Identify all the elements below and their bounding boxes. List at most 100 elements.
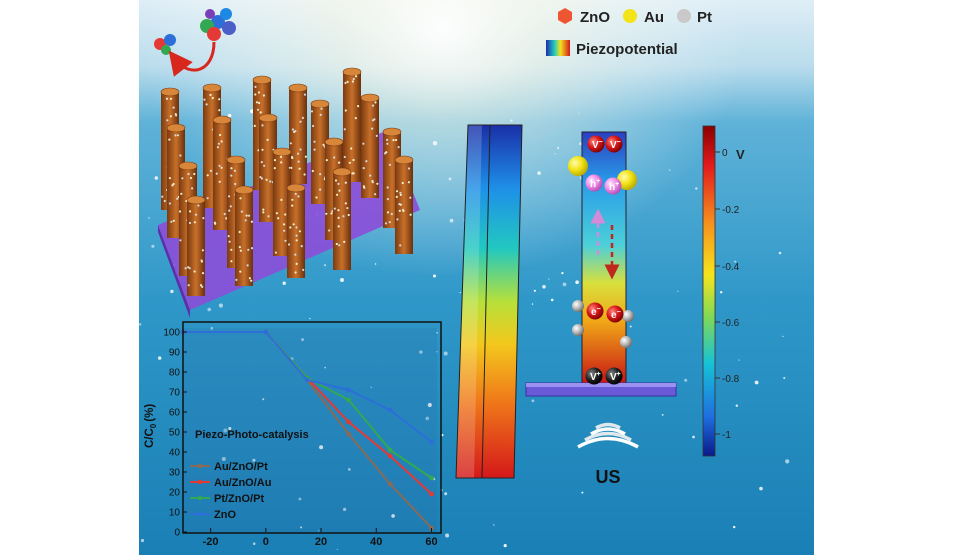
sparkle: [459, 291, 461, 294]
sparkle: [533, 289, 537, 292]
colorbar-ticks: 0 -0.2 -0.4 -0.6 -0.8 -1: [715, 148, 740, 441]
sparkle: [227, 113, 232, 118]
data-point: [429, 439, 434, 445]
sparkle: [425, 416, 430, 421]
data-point: [346, 431, 352, 437]
x-tick-label: 40: [370, 536, 382, 548]
data-point: [346, 387, 352, 393]
us-label: US: [595, 467, 620, 487]
svg-text:V+: V+: [610, 371, 621, 383]
sparkle: [554, 153, 556, 155]
sparkle: [537, 171, 541, 175]
sparkle: [720, 291, 723, 294]
sparkle: [318, 530, 320, 532]
sparkle: [542, 285, 546, 289]
zno-nanorod: [394, 155, 414, 254]
zno-nanorod: [286, 183, 306, 278]
series-zno: [180, 329, 434, 445]
legend-label: ZnO: [214, 509, 236, 521]
sparkle: [301, 338, 305, 342]
legend-label: Au/ZnO/Au: [214, 477, 271, 489]
data-point: [304, 377, 310, 383]
zno-nanorod: [234, 185, 254, 286]
sparkle: [661, 414, 664, 416]
legend-label: Au/ZnO/Pt: [214, 461, 268, 473]
pt-particle: [572, 324, 584, 336]
vacancy-top: V−: [605, 135, 623, 153]
sparkle: [579, 142, 582, 146]
vacancy-bottom: V+: [605, 367, 623, 385]
nanorod-array: [158, 67, 420, 318]
molecule-icons: [154, 8, 236, 77]
hole: h+: [585, 174, 603, 192]
sparkle: [228, 427, 232, 430]
sparkle: [448, 177, 452, 181]
sparkle: [581, 491, 584, 494]
svg-text:V+: V+: [590, 371, 601, 383]
mechanism-rod: [525, 131, 677, 397]
electron: e−: [586, 302, 604, 320]
sparkle: [298, 497, 302, 501]
bent-piezo-rod: [455, 124, 523, 479]
pt-dot-icon: [677, 9, 691, 23]
sparkle: [391, 514, 395, 518]
colorbar-tick-label: -0.6: [722, 318, 740, 329]
svg-text:h+: h+: [590, 178, 600, 190]
colorbar-tick-label: 0: [722, 148, 728, 159]
sparkle: [503, 544, 507, 548]
y-tick-label: 70: [169, 388, 181, 399]
y-tick-label: 50: [169, 428, 181, 439]
legend-zno-label: ZnO: [580, 9, 610, 26]
chart-plot-area: [183, 328, 437, 532]
y-tick-label: 30: [169, 468, 181, 479]
sparkle: [562, 282, 567, 287]
x-tick-label: 60: [425, 536, 437, 548]
sparkle: [309, 317, 311, 320]
colorbar-unit: V: [736, 147, 745, 162]
sparkle: [548, 278, 550, 280]
sparkle: [695, 187, 698, 190]
sparkle: [692, 435, 695, 439]
legend-au-label: Au: [644, 9, 664, 26]
sparkle: [629, 325, 632, 328]
legend-marker: [197, 479, 203, 485]
sparkle: [433, 274, 436, 278]
sparkle: [782, 335, 784, 338]
zno-nanorod: [332, 167, 352, 270]
pt-particle: [622, 310, 634, 322]
ultrasound-waves-icon: [577, 422, 639, 449]
legend-marker: [197, 511, 203, 517]
y-tick-label: 90: [169, 348, 181, 359]
y-tick-label: 80: [169, 368, 181, 379]
sparkle: [250, 109, 254, 114]
data-point: [387, 453, 393, 459]
data-point: [429, 475, 434, 481]
sparkle: [370, 386, 372, 389]
data-point: [429, 491, 434, 497]
sparkle: [531, 303, 534, 305]
sparkle: [443, 351, 448, 356]
sparkle: [300, 526, 303, 529]
sparkle: [223, 428, 228, 433]
sparkle: [436, 332, 438, 334]
sparkle: [221, 457, 226, 461]
colorbar-tick-label: -0.2: [722, 205, 740, 216]
sparkle: [575, 280, 579, 285]
ylabel-sub: 0: [149, 423, 158, 428]
sparkle: [735, 404, 738, 407]
x-tick-label: -20: [203, 536, 219, 548]
sparkle: [282, 281, 286, 285]
y-tick-label: 40: [169, 448, 181, 459]
sparkle: [427, 402, 432, 408]
svg-text:e−: e−: [591, 306, 601, 318]
legend-piezopotential-label: Piezopotential: [576, 41, 678, 58]
sparkle: [324, 366, 327, 369]
chart-annotation: Piezo-Photo-catalysis: [195, 429, 309, 441]
sparkle: [138, 323, 142, 326]
sparkle: [493, 524, 495, 526]
legend-pt-label: Pt: [697, 9, 712, 26]
zno-hexagon-icon: [558, 8, 572, 24]
colorbar-tick-label: -0.8: [722, 374, 740, 385]
sparkle: [783, 376, 786, 380]
